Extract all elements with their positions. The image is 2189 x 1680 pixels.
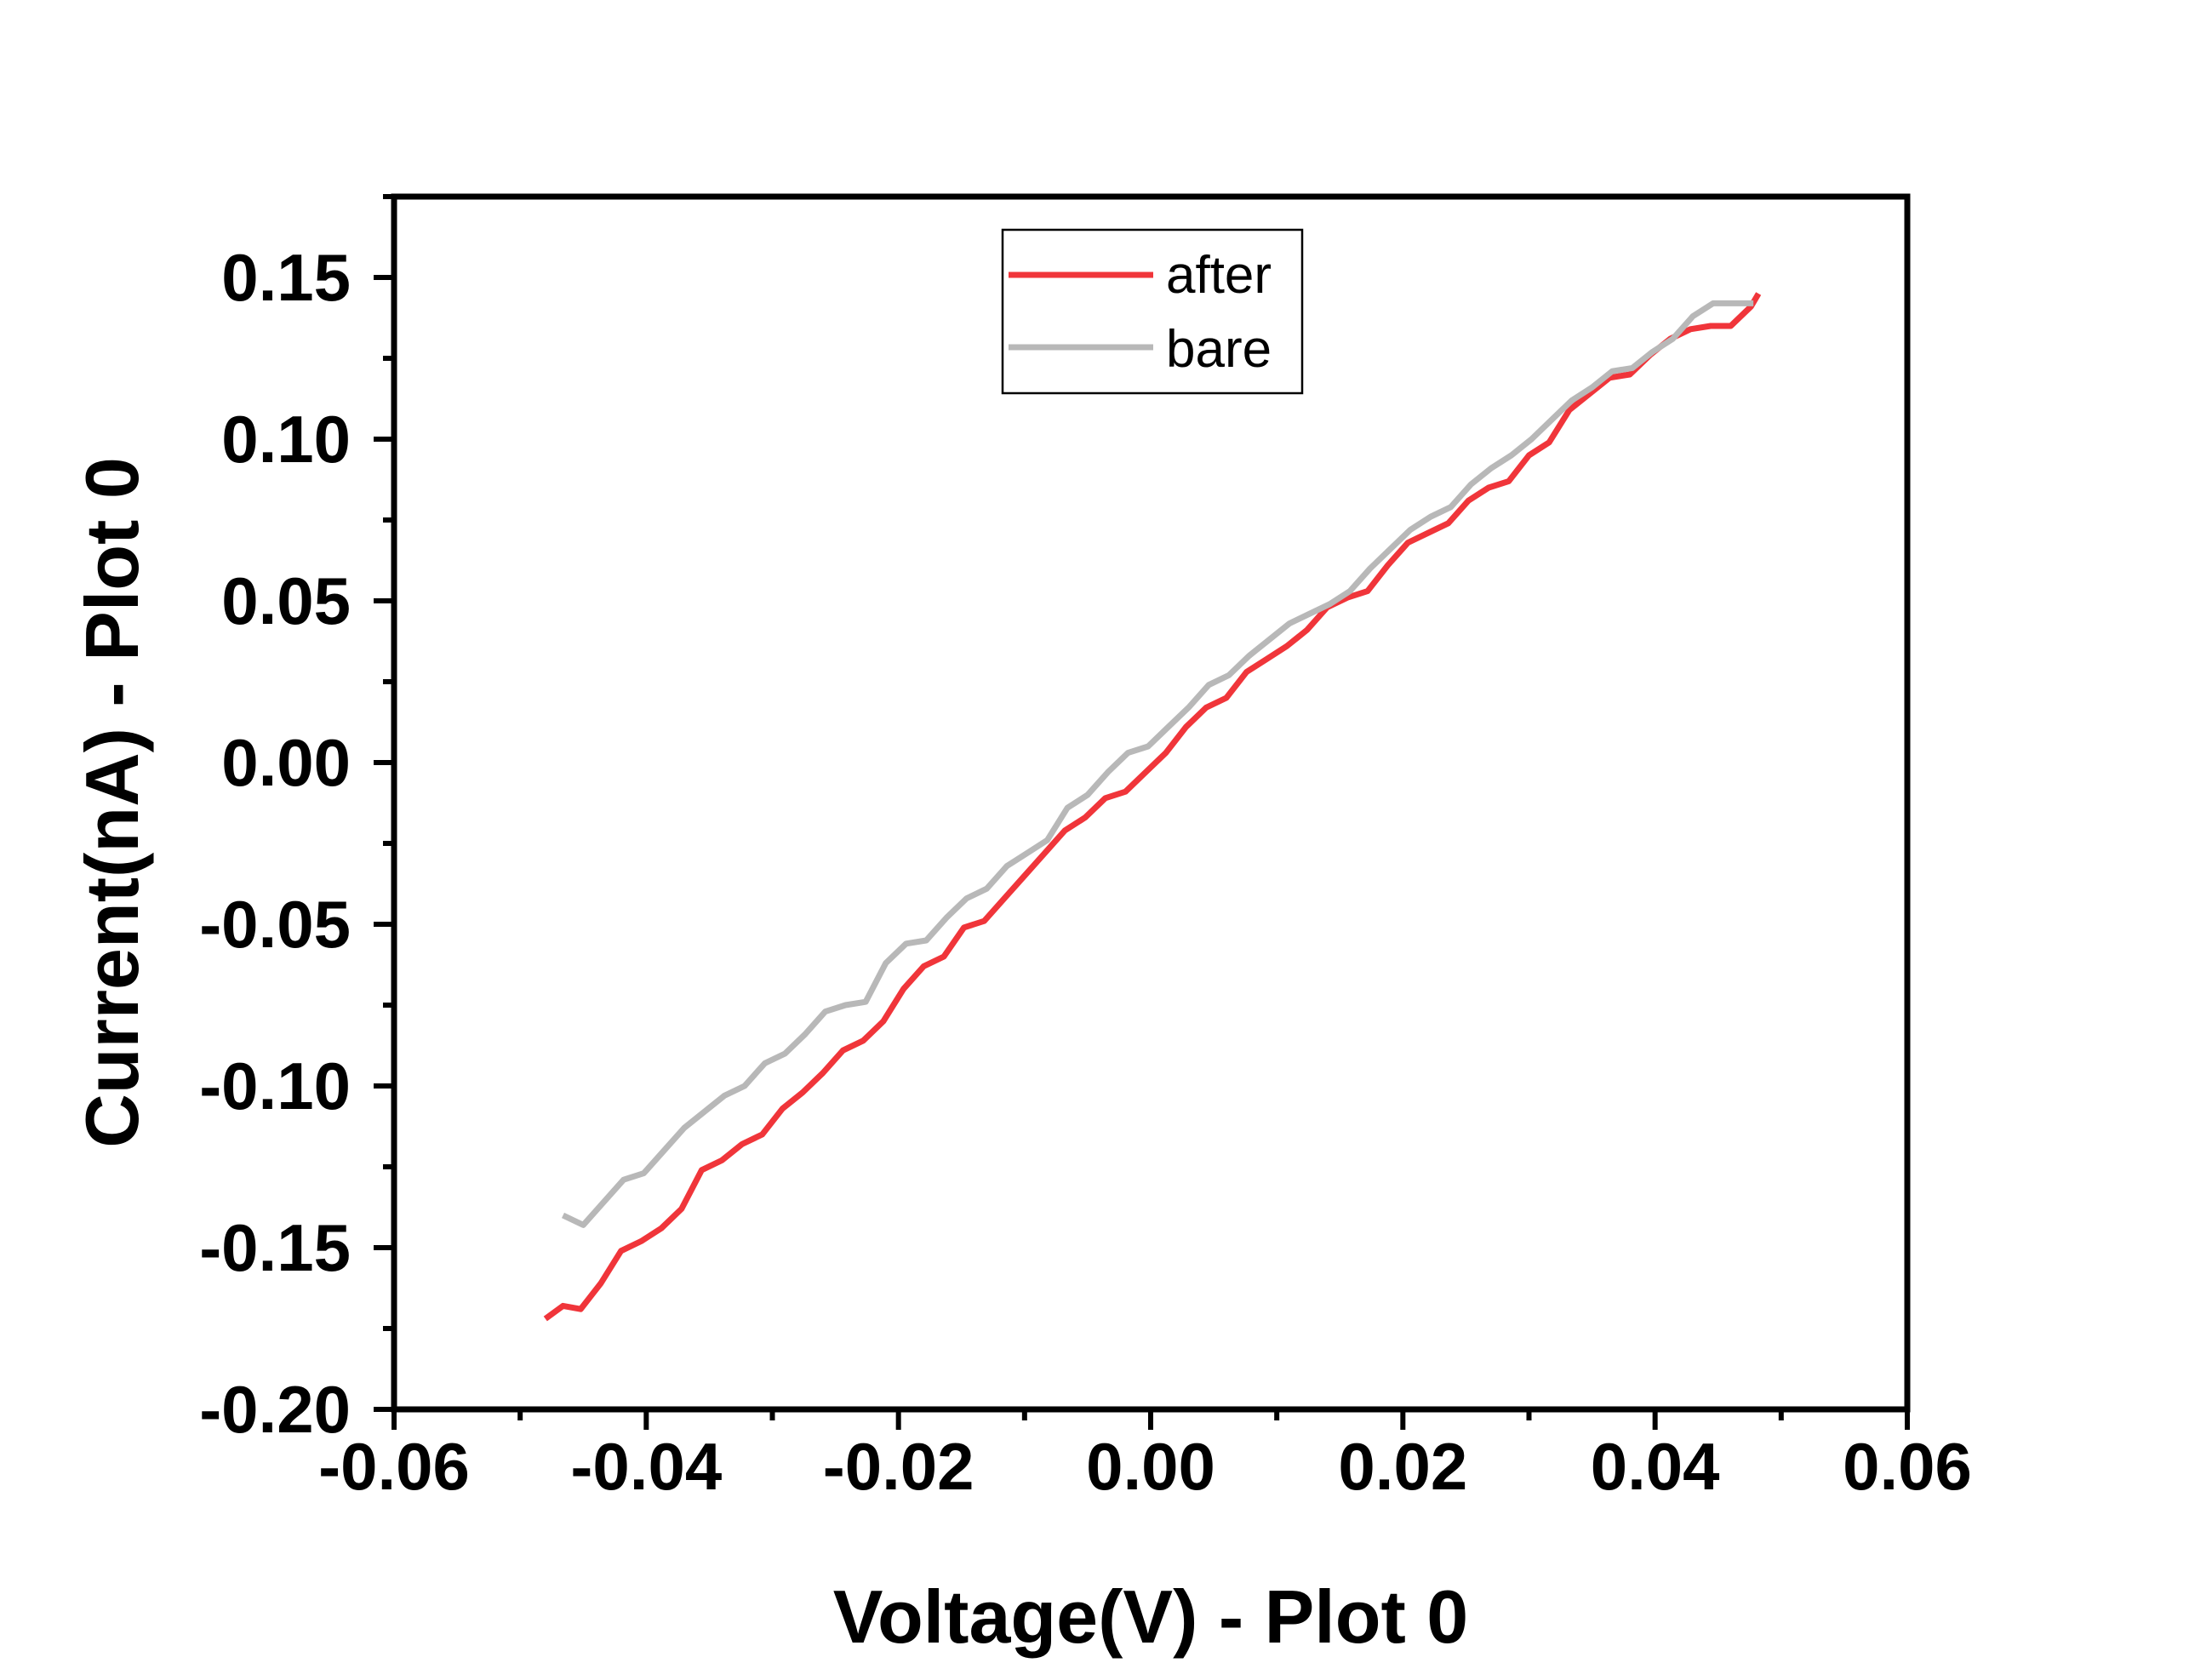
series-line-after [543, 292, 1762, 1322]
y-axis-title: Current(nA) - Plot 0 [70, 457, 154, 1148]
x-tick-label: -0.02 [823, 1429, 974, 1504]
y-tick-label: -0.15 [199, 1210, 351, 1285]
legend-label-bare: bare [1166, 320, 1272, 379]
series-line-bare [561, 300, 1754, 1228]
legend-label-after: after [1166, 246, 1272, 305]
y-tick-label: 0.05 [221, 563, 351, 638]
y-tick-label: -0.05 [199, 887, 351, 962]
y-axis-ticks: -0.20 -0.15 -0.10 -0.05 0.00 0.05 0.10 0.15 [199, 194, 394, 1447]
y-tick-label: -0.10 [199, 1049, 351, 1123]
y-tick-label: 0.15 [221, 240, 351, 315]
x-tick-label: -0.06 [318, 1429, 470, 1504]
y-tick-label: 0.10 [221, 402, 351, 477]
x-tick-label: 0.04 [1591, 1429, 1720, 1504]
y-tick-label: -0.20 [199, 1372, 351, 1447]
series-group [543, 292, 1762, 1322]
x-tick-label: 0.00 [1086, 1429, 1215, 1504]
x-tick-label: 0.02 [1338, 1429, 1467, 1504]
y-tick-label: 0.00 [221, 725, 351, 800]
x-tick-label: -0.04 [570, 1429, 722, 1504]
legend-box [1001, 228, 1304, 395]
legend: after bare [1001, 228, 1304, 395]
x-tick-label: 0.06 [1843, 1429, 1972, 1504]
x-axis-title: Voltage(V) - Plot 0 [833, 1574, 1468, 1659]
x-axis-ticks: -0.06 -0.04 -0.02 0.00 0.02 0.04 0.06 [318, 1409, 1972, 1504]
